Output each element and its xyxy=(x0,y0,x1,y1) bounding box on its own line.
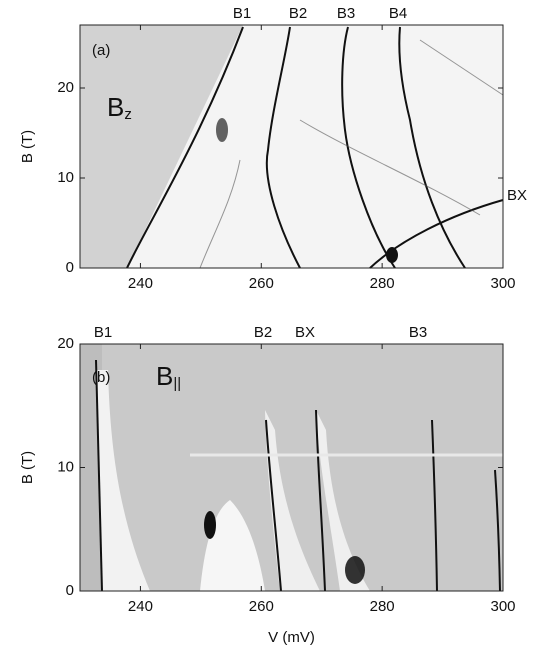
x-axis-label: V (mV) xyxy=(268,629,315,646)
annotation: B3 xyxy=(337,5,355,22)
x-tick-label: 300 xyxy=(490,598,515,615)
figure: 240 260 280 300 0 10 20 B (T) (a) Bz B1 B2 B3 B4 BX 240… xyxy=(0,0,535,662)
panel-a-image xyxy=(80,25,503,268)
spot xyxy=(386,247,398,263)
field-label-main: B xyxy=(107,92,124,122)
y-tick-label: 10 xyxy=(57,458,74,475)
annotation: BX xyxy=(295,324,315,341)
annotation: B3 xyxy=(409,324,427,341)
y-tick-label: 20 xyxy=(57,335,74,352)
y-tick-label: 0 xyxy=(66,582,74,599)
y-tick-label: 10 xyxy=(57,169,74,186)
spot xyxy=(204,511,216,539)
y-tick-label: 20 xyxy=(57,79,74,96)
annotation: B4 xyxy=(389,5,407,22)
y-tick-label: 0 xyxy=(66,259,74,276)
field-label-sub: || xyxy=(173,375,181,392)
x-tick-label: 260 xyxy=(249,275,274,292)
annotation: B2 xyxy=(254,324,272,341)
spot xyxy=(345,556,365,584)
field-label-main: B xyxy=(156,361,173,391)
spot xyxy=(216,118,228,142)
annotation: B1 xyxy=(94,324,112,341)
x-tick-label: 300 xyxy=(490,275,515,292)
x-tick-label: 240 xyxy=(128,275,153,292)
panel-label: (b) xyxy=(92,369,110,386)
annotation: BX xyxy=(507,187,527,204)
field-label-sub: z xyxy=(124,106,132,123)
x-tick-label: 280 xyxy=(370,275,395,292)
x-tick-label: 240 xyxy=(128,598,153,615)
annotation: B2 xyxy=(289,5,307,22)
x-tick-label: 280 xyxy=(370,598,395,615)
panel-label: (a) xyxy=(92,42,110,59)
annotation: B1 xyxy=(233,5,251,22)
panel-b-image xyxy=(80,344,503,591)
y-axis-label: B (T) xyxy=(19,130,36,163)
y-axis-label: B (T) xyxy=(19,451,36,484)
x-tick-label: 260 xyxy=(249,598,274,615)
